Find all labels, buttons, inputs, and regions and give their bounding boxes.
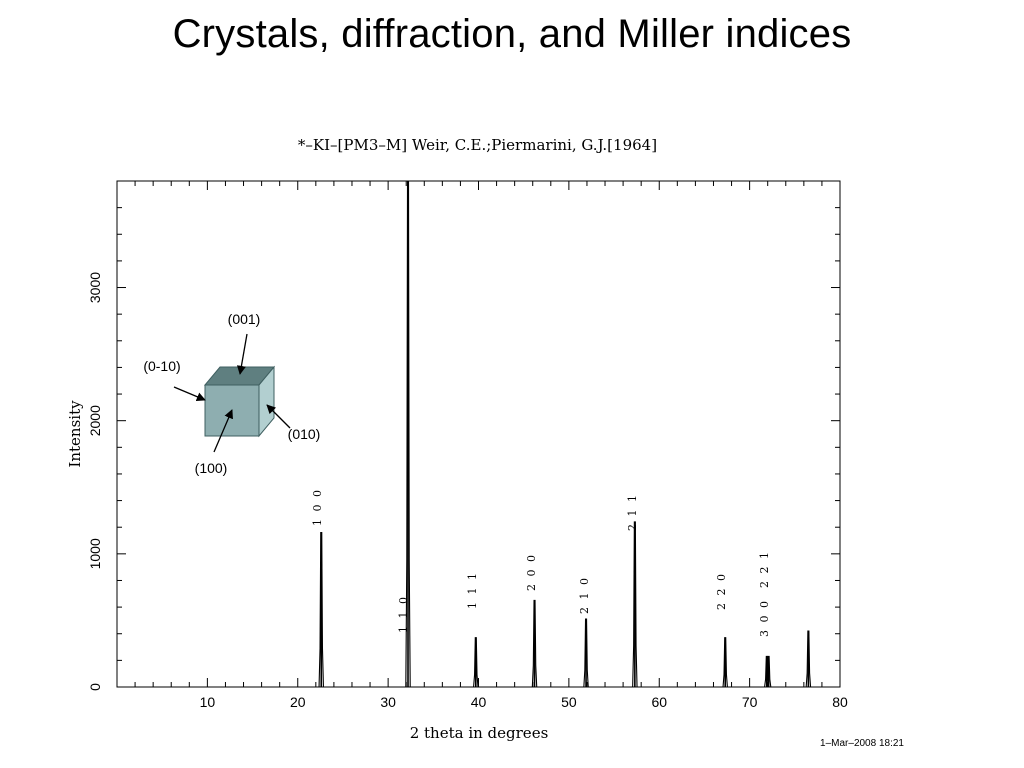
y-tick-label: 3000 [87,272,103,303]
diffraction-peak [632,521,638,688]
chart-title: *–KI–[PM3–M] Weir, C.E.;Piermarini, G.J.… [298,136,657,154]
y-tick-label: 2000 [87,405,103,436]
cube-diagram: (001) (0-10) (010) (100) [143,311,320,476]
x-tick-label: 80 [832,694,848,710]
timestamp: 1–Mar–2008 18:21 [820,738,904,749]
peak-label: 1 1 0 [397,595,410,633]
arrow-100 [213,409,233,453]
x-tick-label: 30 [380,694,396,710]
slide-title: Crystals, diffraction, and Miller indice… [172,12,852,56]
x-tick-label: 60 [651,694,667,710]
x-axis-label: 2 theta in degrees [410,724,549,742]
peak-label: 2 2 0 [715,572,728,610]
peak-label: 2 2 1 [758,550,771,588]
cube-label-100: (100) [195,460,228,476]
peak-label: 3 0 0 [758,599,771,637]
peak-label: 1 0 0 [311,488,324,526]
y-tick-label: 1000 [87,538,103,569]
x-tick-label: 10 [200,694,216,710]
cube-label-001: (001) [228,311,261,327]
x-tick-label: 20 [290,694,306,710]
arrow-0-10 [173,386,206,402]
x-tick-label: 50 [561,694,577,710]
cube-label-010: (010) [288,426,321,442]
y-tick-label: 0 [87,683,103,691]
cube-label-0-10: (0-10) [143,358,180,374]
peak-label: 1 1 1 [466,571,479,609]
x-tick-label: 70 [742,694,758,710]
peak-label: 2 0 0 [525,553,538,591]
y-axis-label: Intensity [66,400,84,468]
peak-label: 2 1 1 [626,493,639,531]
diffraction-peak [583,618,589,688]
peak-label: 2 1 0 [578,576,591,614]
arrow-001 [236,333,248,375]
arrow-010 [266,404,291,429]
x-tick-label: 40 [471,694,487,710]
diffraction-peak [531,599,538,688]
